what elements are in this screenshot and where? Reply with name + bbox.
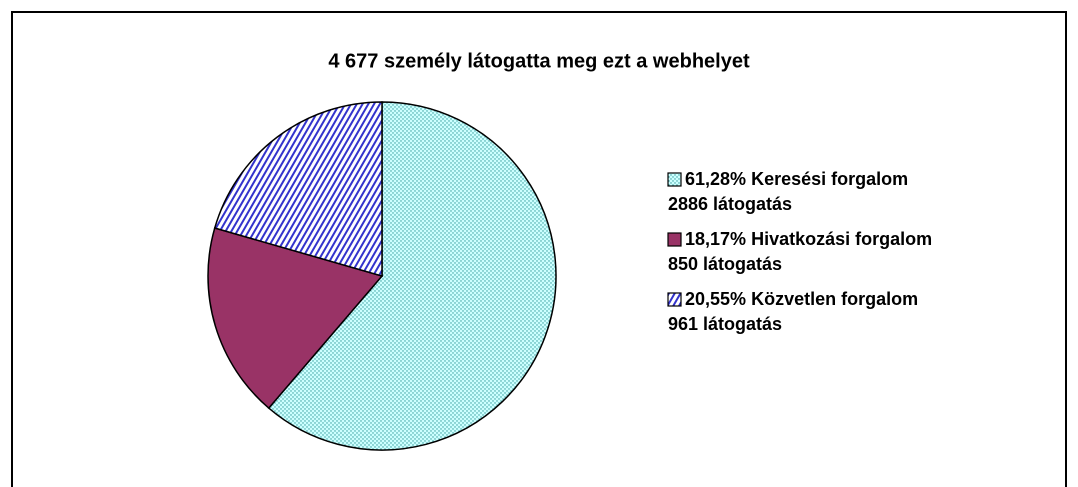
legend-category: Keresési forgalom	[751, 169, 908, 189]
legend-percent: 20,55%	[685, 289, 746, 309]
legend-visits: 2886 látogatás	[668, 194, 792, 214]
pie-slice	[267, 101, 557, 451]
legend-category: Közvetlen forgalom	[751, 289, 918, 309]
legend-percent: 61,28%	[685, 169, 746, 189]
legend-percent: 18,17%	[685, 229, 746, 249]
legend-category: Hivatkozási forgalom	[751, 229, 932, 249]
pie-slice	[207, 227, 384, 410]
legend-label: 18,17% Hivatkozási forgalom	[685, 229, 932, 249]
legend-swatch	[667, 232, 682, 247]
legend-swatch	[667, 172, 682, 187]
legend-swatch	[667, 292, 682, 307]
chart-title: 4 677 személy látogatta meg ezt a webhel…	[328, 50, 750, 72]
pie-slice	[213, 101, 383, 277]
legend-label: 61,28% Keresési forgalom	[685, 169, 908, 189]
legend-visits: 961 látogatás	[668, 314, 782, 334]
legend-visits: 850 látogatás	[668, 254, 782, 274]
chart-frame	[11, 11, 1067, 487]
legend-label: 20,55% Közvetlen forgalom	[685, 289, 918, 309]
